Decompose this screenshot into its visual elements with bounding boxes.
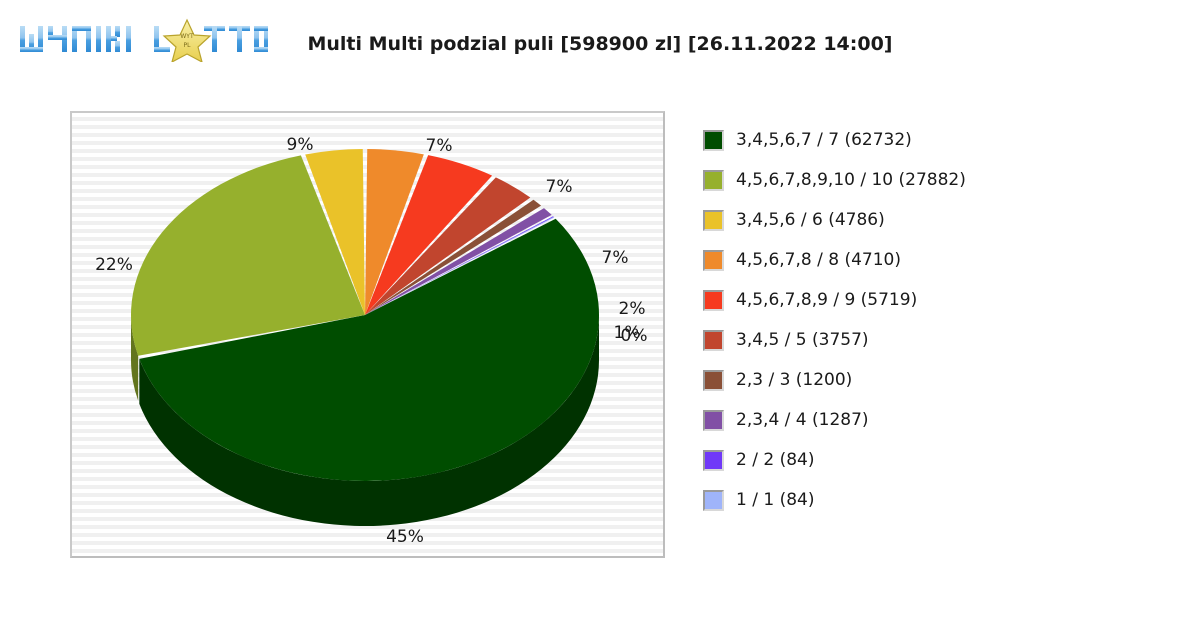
legend-item-label: 4,5,6,7,8,9,10 / 10 (27882) bbox=[736, 170, 966, 190]
legend-item[interactable]: 4,5,6,7,8 / 8 (4710) bbox=[700, 240, 1170, 280]
legend-color-swatch bbox=[703, 329, 724, 351]
pie-slice[interactable] bbox=[365, 155, 493, 315]
pie-percent-label: 7% bbox=[601, 248, 629, 268]
pie-slice-side bbox=[139, 315, 599, 527]
legend-item-label: 3,4,5,6 / 6 (4786) bbox=[736, 210, 885, 230]
legend-item-label: 3,4,5,6,7 / 7 (62732) bbox=[736, 130, 912, 150]
pie-percent-label: 2% bbox=[618, 299, 646, 319]
chart-plot-area: 9% 7% 7% 7% 2% 1% 0% 22% 45% bbox=[70, 111, 665, 558]
pie-3d-sides bbox=[131, 315, 599, 527]
legend-item-label: 2,3 / 3 (1200) bbox=[736, 370, 853, 390]
legend-color-swatch bbox=[703, 129, 724, 151]
legend-item-label: 2 / 2 (84) bbox=[736, 450, 815, 470]
pie-slice[interactable] bbox=[131, 155, 365, 356]
pie-percent-label: 1% bbox=[613, 323, 641, 343]
legend-color-swatch bbox=[703, 449, 724, 471]
pie-slice[interactable] bbox=[365, 149, 424, 315]
pie-slice[interactable] bbox=[365, 216, 554, 315]
legend-color-swatch bbox=[703, 409, 724, 431]
star-label-top: WYT bbox=[180, 33, 194, 40]
chart-legend: 3,4,5,6,7 / 7 (62732) 4,5,6,7,8,9,10 / 10… bbox=[700, 120, 1170, 520]
pie-slice-side bbox=[131, 315, 139, 401]
legend-color-swatch bbox=[703, 289, 724, 311]
pie-chart-graphic bbox=[131, 149, 599, 527]
pie-slice[interactable] bbox=[139, 218, 599, 481]
pie-slice[interactable] bbox=[305, 149, 365, 315]
legend-item-label: 1 / 1 (84) bbox=[736, 490, 815, 510]
star-icon bbox=[162, 18, 212, 62]
legend-color-swatch bbox=[703, 209, 724, 231]
legend-item-label: 3,4,5 / 5 (3757) bbox=[736, 330, 869, 350]
legend-color-swatch bbox=[703, 369, 724, 391]
pie-percent-label: 7% bbox=[425, 136, 453, 156]
legend-item[interactable]: 3,4,5 / 5 (3757) bbox=[700, 320, 1170, 360]
page-title: Multi Multi podzial puli [598900 zl] [26… bbox=[307, 33, 893, 55]
pie-slice[interactable] bbox=[365, 199, 542, 315]
legend-item-label: 4,5,6,7,8 / 8 (4710) bbox=[736, 250, 901, 270]
star-label-bottom: PL bbox=[184, 42, 192, 49]
legend-item[interactable]: 4,5,6,7,8,9 / 9 (5719) bbox=[700, 280, 1170, 320]
pie-percent-label: 22% bbox=[95, 255, 133, 275]
legend-item[interactable]: 2,3 / 3 (1200) bbox=[700, 360, 1170, 400]
pie-percent-label: 45% bbox=[386, 527, 424, 547]
pie-slice[interactable] bbox=[365, 216, 555, 315]
site-logo[interactable]: WYT PL bbox=[18, 18, 268, 62]
legend-item[interactable]: 1 / 1 (84) bbox=[700, 480, 1170, 520]
pie-top-faces bbox=[131, 149, 599, 481]
legend-item[interactable]: 4,5,6,7,8,9,10 / 10 (27882) bbox=[700, 160, 1170, 200]
legend-item[interactable]: 3,4,5,6,7 / 7 (62732) bbox=[700, 120, 1170, 160]
legend-item[interactable]: 2,3,4 / 4 (1287) bbox=[700, 400, 1170, 440]
pie-percent-label: 0% bbox=[620, 326, 648, 346]
legend-item-label: 2,3,4 / 4 (1287) bbox=[736, 410, 869, 430]
pie-percent-label: 7% bbox=[545, 177, 573, 197]
legend-item-label: 4,5,6,7,8,9 / 9 (5719) bbox=[736, 290, 918, 310]
pie-percent-label: 9% bbox=[286, 135, 314, 155]
pie-slice[interactable] bbox=[365, 208, 552, 315]
wyniki-lotto-logo-graphic: WYT PL bbox=[20, 18, 268, 62]
pie-slice[interactable] bbox=[365, 177, 531, 315]
legend-item[interactable]: 2 / 2 (84) bbox=[700, 440, 1170, 480]
legend-color-swatch bbox=[703, 169, 724, 191]
legend-color-swatch bbox=[703, 249, 724, 271]
legend-item[interactable]: 3,4,5,6 / 6 (4786) bbox=[700, 200, 1170, 240]
legend-color-swatch bbox=[703, 489, 724, 511]
